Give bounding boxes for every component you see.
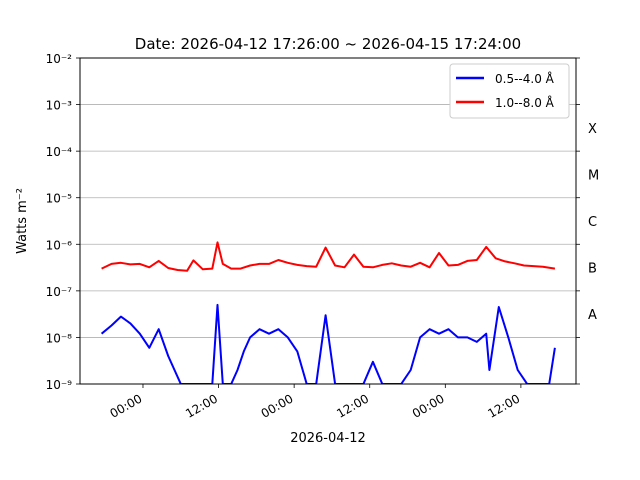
- legend-label: 0.5--4.0 Å: [495, 71, 555, 86]
- y-tick-label: 10⁻⁹: [46, 378, 73, 392]
- y-axis-label: Watts m⁻²: [15, 188, 30, 254]
- series-line-2: [101, 241, 556, 272]
- y-tick-label: 10⁻⁴: [46, 145, 73, 159]
- flare-class-label: B: [588, 262, 597, 277]
- y-tick-label: 10⁻²: [46, 52, 73, 66]
- flare-class-axis: A B C M X: [576, 57, 599, 385]
- y-tick-label: 10⁻⁵: [46, 192, 73, 206]
- y-axis-ticks: 10⁻⁹ 10⁻⁸ 10⁻⁷ 10⁻⁶ 10⁻⁵ 10⁻⁴ 10⁻³ 10⁻²: [46, 52, 80, 392]
- flare-class-label: X: [588, 122, 597, 137]
- y-tick-label: 10⁻³: [46, 99, 73, 113]
- series-line-1: [100, 303, 556, 384]
- legend-label: 1.0--8.0 Å: [495, 95, 555, 110]
- x-axis-label: 2026-04-12: [290, 431, 366, 446]
- y-tick-label: 10⁻⁶: [46, 238, 73, 252]
- flare-class-label: M: [588, 168, 599, 183]
- series-layer: [100, 241, 556, 384]
- flare-class-label: A: [588, 308, 597, 323]
- y-tick-label: 10⁻⁷: [46, 285, 73, 299]
- chart-title: Date: 2026-04-12 17:26:00 ~ 2026-04-15 1…: [135, 35, 521, 53]
- y-tick-label: 10⁻⁸: [46, 331, 73, 345]
- flare-class-label: C: [588, 215, 597, 230]
- plot-frame: [79, 57, 577, 385]
- legend: 0.5--4.0 Å 1.0--8.0 Å: [449, 63, 570, 119]
